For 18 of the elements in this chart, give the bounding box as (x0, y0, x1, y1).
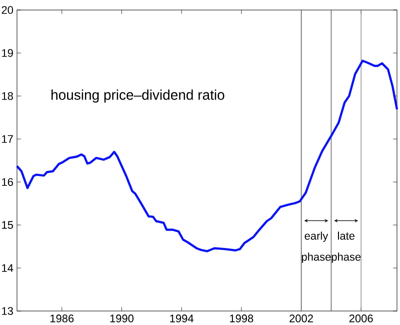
y-tick-label: 14 (2, 264, 14, 272)
line-series (16, 60, 398, 252)
x-tick-label: 2002 (290, 314, 313, 322)
annotation: early phase (302, 232, 331, 263)
x-tick-label: 1990 (110, 314, 134, 322)
x-tick-label: 1998 (230, 314, 254, 322)
y-tick-label: 15 (2, 221, 13, 229)
y-tick-label: 20 (2, 6, 14, 14)
x-tick-label: 2006 (349, 314, 373, 322)
annotation: late phase (332, 232, 361, 263)
y-tick-label: 17 (2, 135, 13, 143)
y-tick-label: 18 (2, 92, 13, 100)
annotation: housing price–dividend ratio (52, 90, 224, 103)
y-tick-label: 16 (2, 178, 13, 186)
y-tick-label: 19 (2, 49, 13, 57)
x-tick-label: 1986 (50, 314, 74, 322)
x-tick-label: 1994 (170, 314, 194, 322)
y-tick-label: 13 (2, 307, 13, 315)
